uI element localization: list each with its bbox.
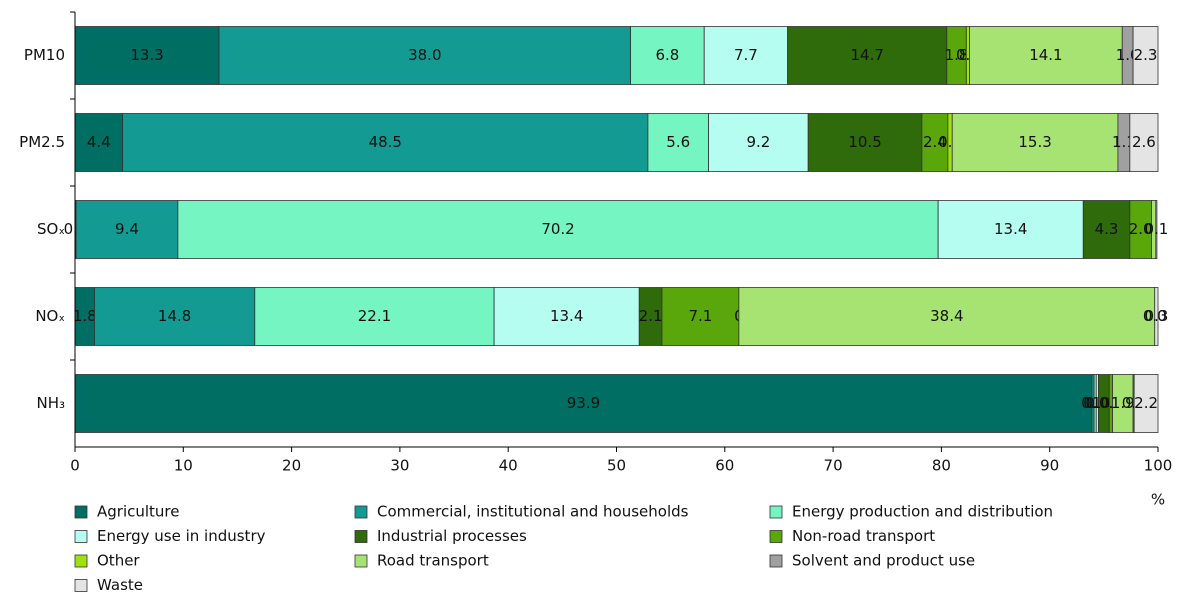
data-label: 1.8 [945,46,969,64]
y-tick-label: PM2.5 [19,133,65,151]
data-label: 38.0 [408,46,441,64]
bar-segment [74,374,1093,433]
data-label: 9.4 [115,220,139,238]
x-tick-label: 30 [390,457,409,475]
data-label: 13.4 [994,220,1027,238]
data-label: 70.2 [541,220,574,238]
x-tick-label: 50 [607,457,626,475]
legend-swatch [354,530,368,543]
data-label: 4.3 [1095,220,1119,238]
data-label: 7.7 [734,46,758,64]
bar-segment [661,287,740,346]
data-label: 0.1 [1144,220,1168,238]
y-tick-label: PM10 [24,46,65,64]
bar-segment [647,113,709,172]
data-label: 14.1 [1029,46,1062,64]
x-tick-label: 60 [715,457,734,475]
x-axis-label: % [1151,491,1165,509]
bar-segment [1082,200,1131,259]
data-label: 14.7 [851,46,884,64]
data-label: 22.1 [358,307,391,325]
data-label: 2.3 [1134,46,1158,64]
bar-segment [1132,26,1159,85]
legend-swatch [354,554,368,568]
legend-swatch [769,554,783,568]
y-tick-label: NOₓ [35,307,65,325]
legend-swatch [769,505,783,519]
bar-segment [74,26,220,85]
legend-label: Waste [97,576,143,593]
y-tick-label: NH₃ [36,394,65,412]
y-tick-label: SOₓ [37,220,65,238]
bar-segment [1155,200,1158,259]
data-label: 14.8 [158,307,191,325]
legend-swatch [74,505,88,519]
bar-segment [630,26,705,85]
data-label: 5.6 [666,133,690,151]
data-label: 15.3 [1018,133,1051,151]
data-label: 0.3 [1144,307,1168,325]
data-label: 2.0 [1129,220,1153,238]
legend-label: Agriculture [97,503,180,521]
data-label: 93.9 [567,394,600,412]
bar-segment [738,287,1156,346]
legend-label: Commercial, institutional and households [377,503,689,521]
data-label: 9.2 [746,133,770,151]
legend-swatch [354,505,368,519]
x-tick-label: 0 [70,457,80,475]
legend-swatch [74,579,88,592]
bar-segment [1133,374,1159,433]
x-tick-label: 90 [1040,457,1059,475]
bar-segment [218,26,631,85]
bar-segment [951,113,1119,172]
x-tick-label: 20 [282,457,301,475]
data-label: 7.1 [689,307,713,325]
x-tick-label: 40 [499,457,518,475]
data-label: 38.4 [930,307,963,325]
bar-segment [177,200,939,259]
x-tick-label: 80 [932,457,951,475]
data-label: 1.9 [1111,394,1135,412]
bar-segment [969,26,1123,85]
legend-swatch [74,554,88,568]
bar-segment [807,113,923,172]
bar-segment [94,287,256,346]
data-label: 10.5 [848,133,881,151]
data-label: 1.8 [73,307,97,325]
data-label: 2.4 [923,133,947,151]
legend-swatch [769,530,783,543]
bar-segment [1129,113,1159,172]
bar-segment [254,287,495,346]
data-label: 6.8 [655,46,679,64]
legend-label: Other [97,552,140,570]
legend-label: Energy production and distribution [792,503,1053,521]
legend-label: Solvent and product use [792,552,975,570]
data-label: 2.1 [639,307,663,325]
legend-label: Road transport [377,552,489,570]
data-label: 2.2 [1134,394,1158,412]
data-label: 13.4 [550,307,583,325]
x-tick-label: 10 [174,457,193,475]
data-label: 4.4 [87,133,111,151]
legend-label: Non-road transport [792,527,935,545]
legend-swatch [74,530,88,543]
bar-segment [75,200,179,259]
data-label: 48.5 [369,133,402,151]
data-label: 13.3 [130,46,163,64]
bar-segment [1154,287,1159,346]
x-tick-label: 70 [824,457,843,475]
legend-label: Energy use in industry [97,527,266,545]
data-label: 2.6 [1132,133,1156,151]
bar-segment [122,113,649,172]
x-tick-label: 100 [1144,457,1173,475]
legend-label: Industrial processes [377,527,527,545]
